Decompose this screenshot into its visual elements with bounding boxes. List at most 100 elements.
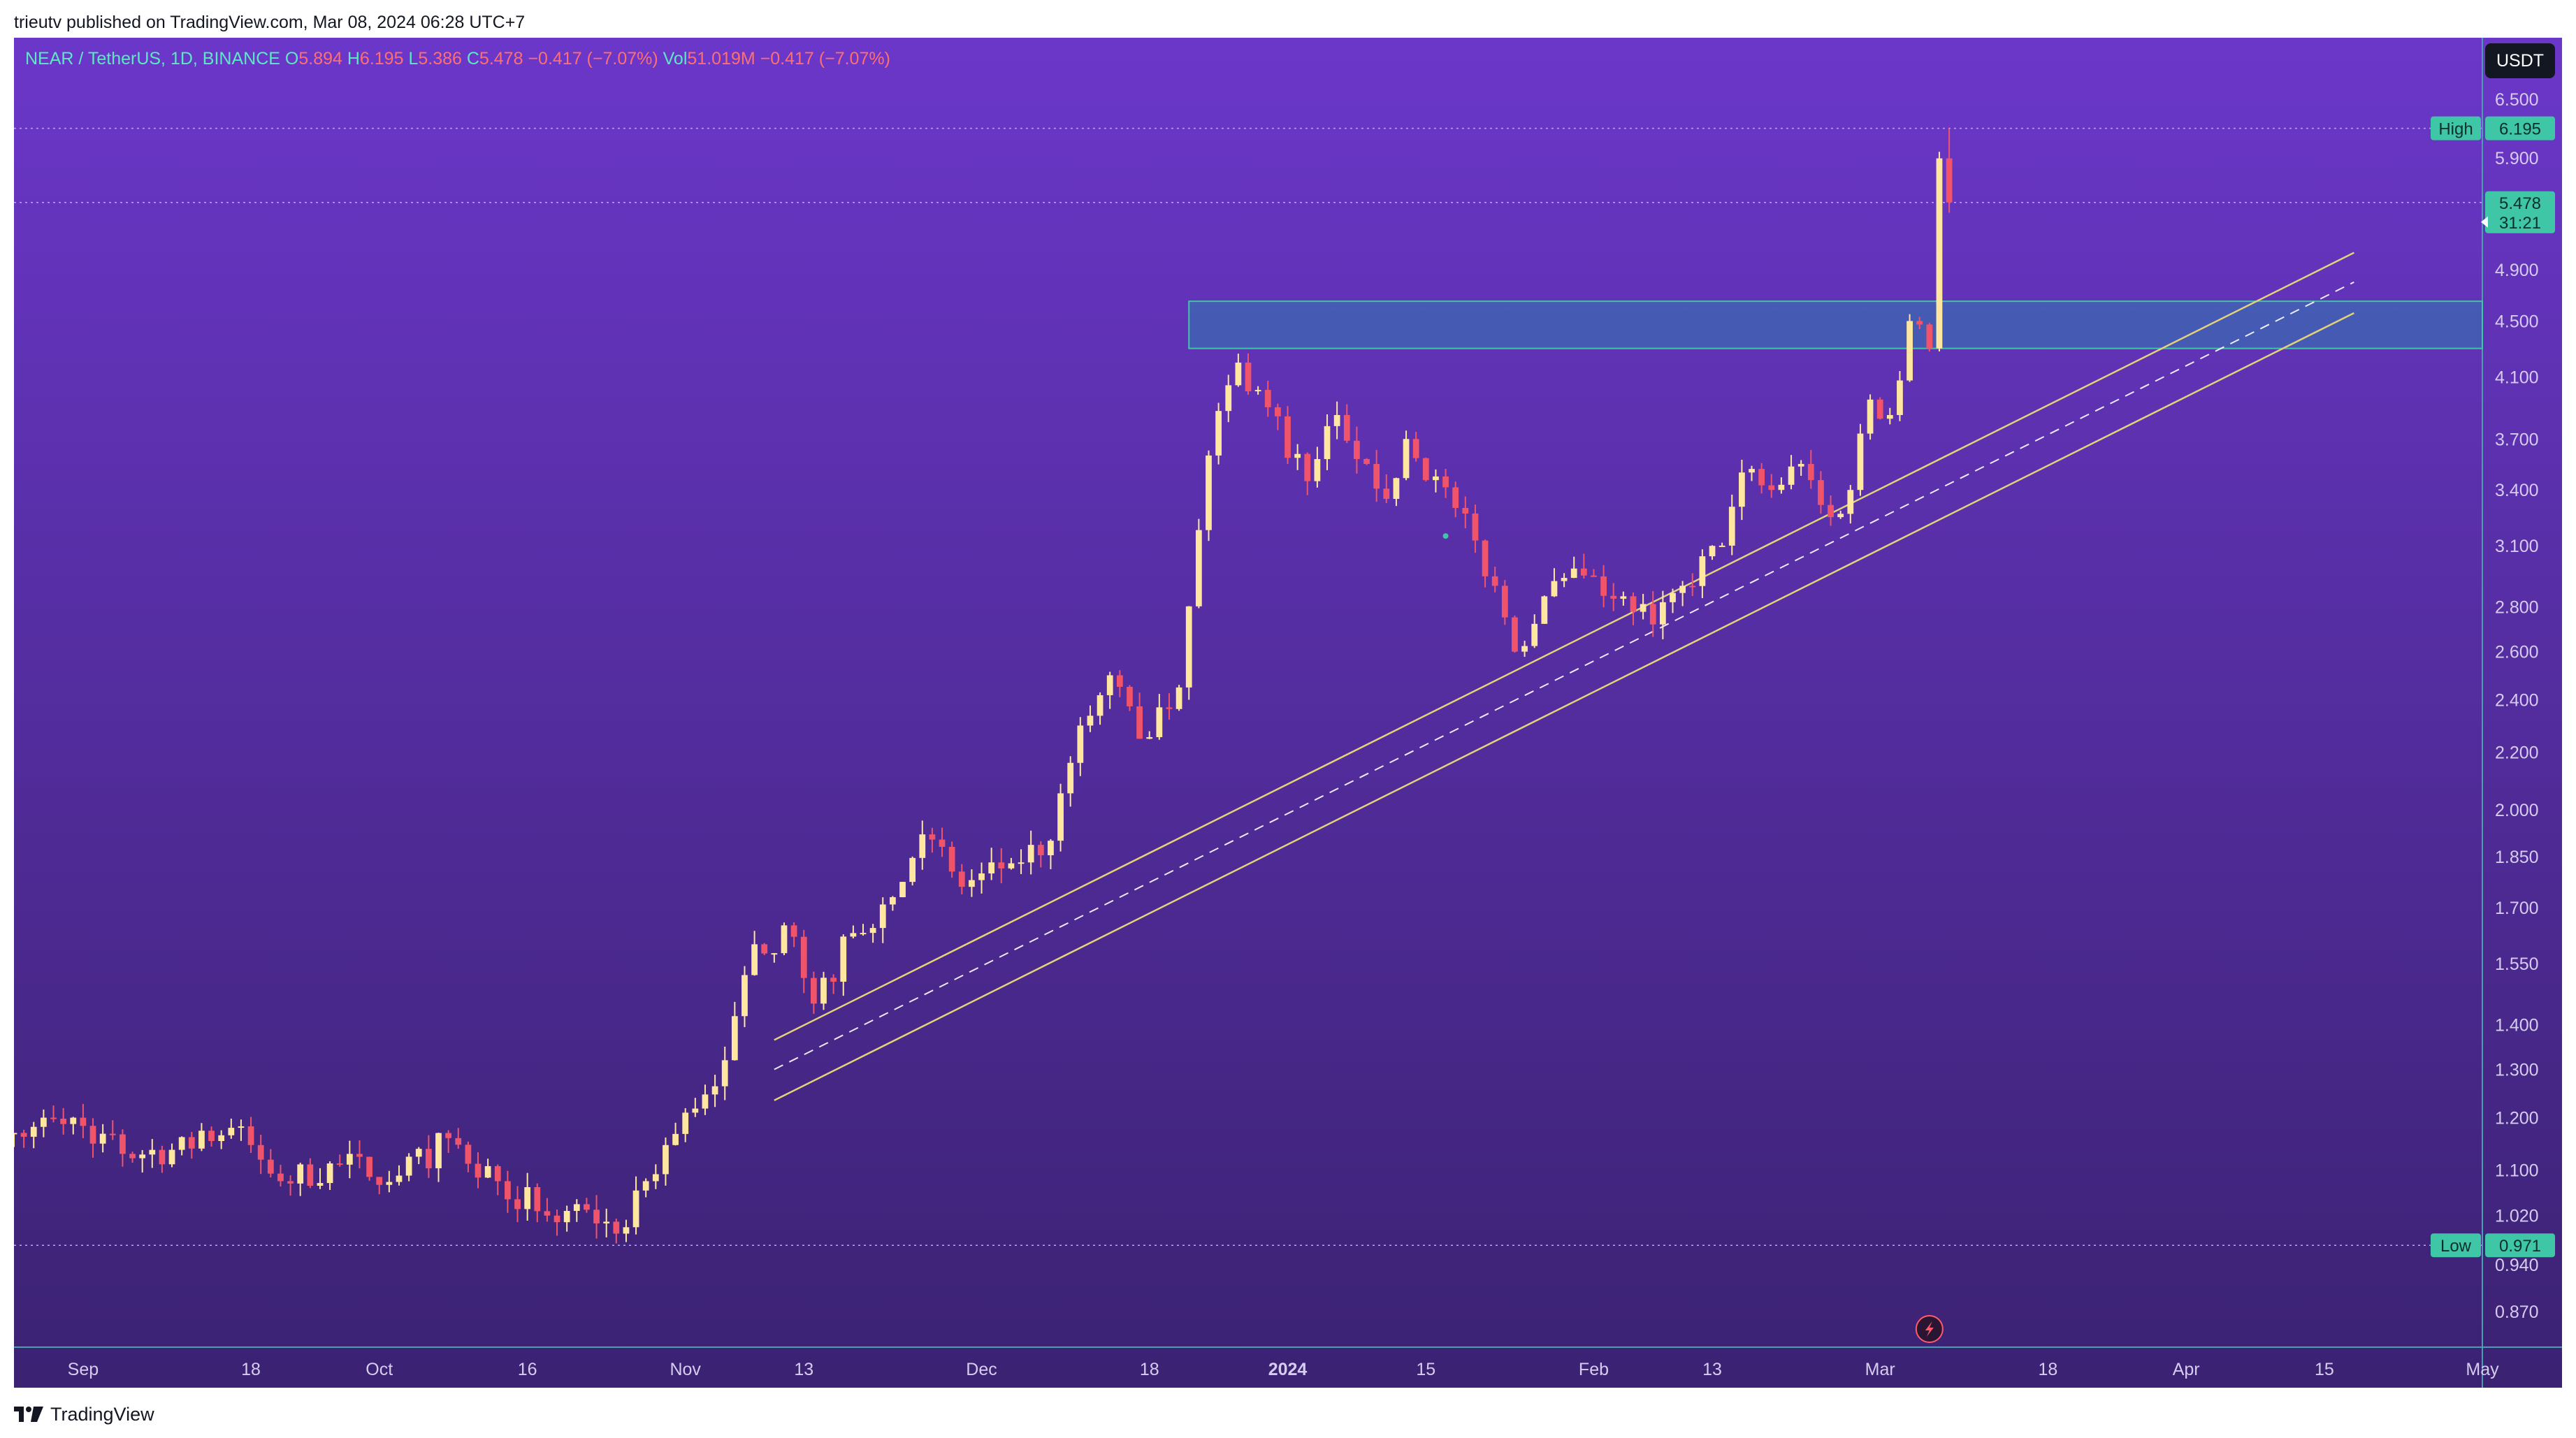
candle[interactable]: [1175, 685, 1182, 711]
candle[interactable]: [939, 827, 946, 857]
legend-symbol[interactable]: NEAR / TetherUS, 1D, BINANCE: [25, 49, 280, 68]
candle[interactable]: [1491, 567, 1498, 593]
candle[interactable]: [1343, 404, 1350, 444]
candle[interactable]: [1916, 317, 1923, 330]
candle[interactable]: [1689, 573, 1696, 597]
candle[interactable]: [682, 1107, 689, 1142]
candle[interactable]: [494, 1164, 501, 1196]
candle[interactable]: [1620, 591, 1627, 606]
candle[interactable]: [810, 971, 817, 1014]
candle[interactable]: [1936, 152, 1943, 351]
candle[interactable]: [1097, 692, 1104, 725]
candle[interactable]: [751, 931, 758, 976]
candle[interactable]: [741, 966, 748, 1028]
candle[interactable]: [830, 974, 837, 994]
candle[interactable]: [1818, 471, 1824, 514]
candle[interactable]: [1383, 474, 1390, 503]
candle[interactable]: [1501, 580, 1508, 625]
candle[interactable]: [247, 1117, 254, 1153]
chart-frame[interactable]: 0.870 0.940 1.020 1.100 1.200 1.300 1.400 1.550…: [14, 38, 2562, 1388]
candle[interactable]: [711, 1075, 718, 1107]
resistance-zone[interactable]: [1188, 300, 2483, 349]
candle[interactable]: [1857, 423, 1864, 496]
candle[interactable]: [692, 1098, 699, 1117]
candle[interactable]: [544, 1198, 551, 1222]
candle[interactable]: [1659, 590, 1666, 639]
candle[interactable]: [120, 1129, 126, 1167]
currency-button[interactable]: USDT: [2485, 43, 2555, 78]
candle[interactable]: [1195, 518, 1202, 609]
candle[interactable]: [899, 882, 906, 898]
candle[interactable]: [1442, 468, 1449, 498]
candle[interactable]: [159, 1145, 166, 1173]
candle[interactable]: [109, 1120, 116, 1140]
candle[interactable]: [702, 1084, 709, 1115]
candle[interactable]: [790, 922, 797, 947]
candle[interactable]: [386, 1170, 393, 1193]
candle[interactable]: [1679, 581, 1686, 607]
candle[interactable]: [969, 869, 975, 897]
candle[interactable]: [1768, 474, 1775, 498]
candle[interactable]: [820, 971, 827, 1010]
candle[interactable]: [198, 1123, 205, 1152]
candle[interactable]: [455, 1128, 462, 1149]
candle[interactable]: [978, 862, 985, 894]
candle[interactable]: [1206, 450, 1212, 542]
candle[interactable]: [1591, 569, 1597, 577]
candle[interactable]: [1570, 556, 1577, 579]
candle[interactable]: [593, 1195, 600, 1239]
candle[interactable]: [188, 1132, 195, 1159]
candle[interactable]: [1847, 485, 1854, 524]
candle[interactable]: [1807, 449, 1814, 489]
candle[interactable]: [1373, 449, 1380, 502]
candle[interactable]: [642, 1178, 649, 1198]
candle[interactable]: [919, 820, 926, 870]
candle[interactable]: [800, 929, 807, 994]
candle[interactable]: [1245, 353, 1252, 395]
candle[interactable]: [909, 856, 916, 886]
candle[interactable]: [475, 1152, 482, 1189]
candle[interactable]: [356, 1140, 363, 1169]
candle[interactable]: [1057, 783, 1064, 852]
candle[interactable]: [761, 943, 768, 955]
candle[interactable]: [376, 1177, 383, 1195]
candle[interactable]: [1018, 849, 1025, 874]
candle[interactable]: [1867, 394, 1874, 440]
candle[interactable]: [1048, 838, 1054, 869]
candle[interactable]: [1521, 640, 1528, 658]
candle[interactable]: [663, 1137, 669, 1186]
candle[interactable]: [1027, 830, 1034, 875]
candle[interactable]: [1285, 406, 1291, 465]
candle[interactable]: [1886, 407, 1893, 425]
candle[interactable]: [277, 1165, 284, 1187]
trendline-lower[interactable]: [774, 312, 2354, 1101]
candle[interactable]: [1512, 615, 1518, 653]
candle[interactable]: [1225, 375, 1232, 423]
candle[interactable]: [524, 1172, 531, 1221]
candle[interactable]: [484, 1159, 491, 1179]
candle[interactable]: [948, 841, 955, 878]
candle[interactable]: [1333, 401, 1340, 440]
candle[interactable]: [228, 1118, 235, 1139]
candle[interactable]: [1897, 370, 1903, 421]
candle[interactable]: [1354, 426, 1360, 474]
candle[interactable]: [1433, 469, 1439, 493]
candle[interactable]: [1472, 504, 1479, 553]
trendline-upper[interactable]: [774, 252, 2354, 1041]
candle[interactable]: [1077, 717, 1084, 776]
candle[interactable]: [584, 1198, 590, 1213]
candle[interactable]: [1393, 477, 1400, 507]
candle[interactable]: [60, 1107, 67, 1135]
candle[interactable]: [1403, 430, 1410, 481]
candle[interactable]: [1067, 756, 1074, 807]
candle[interactable]: [1837, 510, 1844, 519]
candle[interactable]: [988, 848, 995, 880]
candle[interactable]: [1304, 452, 1311, 495]
candle[interactable]: [1561, 573, 1568, 588]
candle[interactable]: [1739, 459, 1745, 521]
candle[interactable]: [1294, 444, 1301, 470]
candle[interactable]: [307, 1158, 314, 1189]
candle[interactable]: [1906, 314, 1913, 382]
candle[interactable]: [1106, 671, 1113, 709]
candle[interactable]: [238, 1119, 245, 1141]
